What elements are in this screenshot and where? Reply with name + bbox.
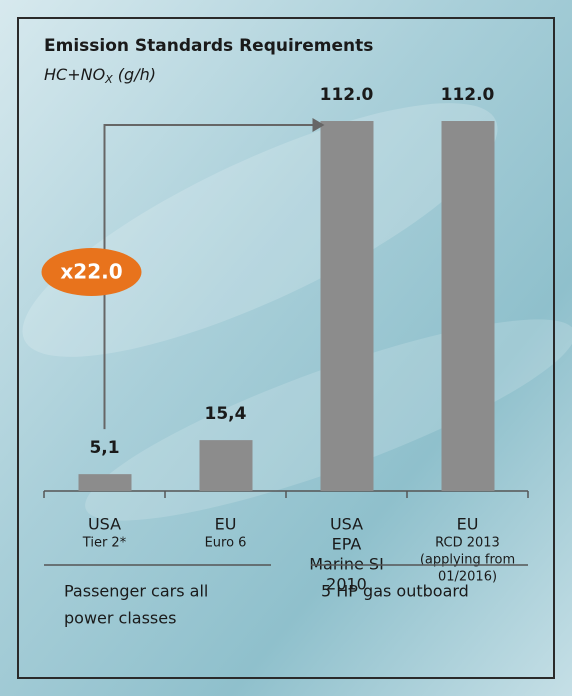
category-label: EU (457, 515, 479, 534)
value-label: 5,1 (89, 438, 119, 458)
arrow-line (103, 124, 315, 430)
group-label: Passenger cars all (64, 582, 208, 601)
background-shape (22, 103, 498, 357)
bar (78, 474, 132, 491)
category-sublabel: Euro 6 (205, 536, 247, 551)
category-label: EU (215, 515, 237, 534)
chart-subtitle: HC+NOX (g/h) (44, 65, 156, 87)
bar (199, 440, 253, 491)
group-label: 5 HP gas outboard (321, 582, 469, 601)
category-label: Marine SI (309, 555, 384, 574)
value-label: 112.0 (441, 85, 495, 105)
category-sublabel: RCD 2013 (435, 536, 500, 551)
category-sublabel: Tier 2* (82, 536, 127, 551)
arrow-head (312, 118, 325, 132)
subtitle-subscript: X (104, 73, 113, 86)
annotation-label: x22.0 (60, 260, 122, 284)
category-sublabel: (applying from (420, 553, 515, 568)
annotation-badge (41, 248, 142, 296)
category-label: EPA (332, 535, 362, 554)
category-label: 2010 (326, 575, 367, 594)
value-label: 15,4 (205, 404, 247, 424)
category-label: USA (330, 515, 363, 534)
value-label: 112.0 (320, 85, 374, 105)
subtitle-part: HC+NO (44, 65, 105, 84)
category-label: USA (88, 515, 121, 534)
group-label: power classes (64, 609, 176, 628)
frame (17, 17, 555, 679)
chart-title: Emission Standards Requirements (44, 36, 373, 56)
category-sublabel: 01/2016) (438, 570, 497, 585)
bar (441, 121, 495, 491)
bar (320, 121, 374, 491)
subtitle-part: (g/h) (113, 65, 156, 84)
